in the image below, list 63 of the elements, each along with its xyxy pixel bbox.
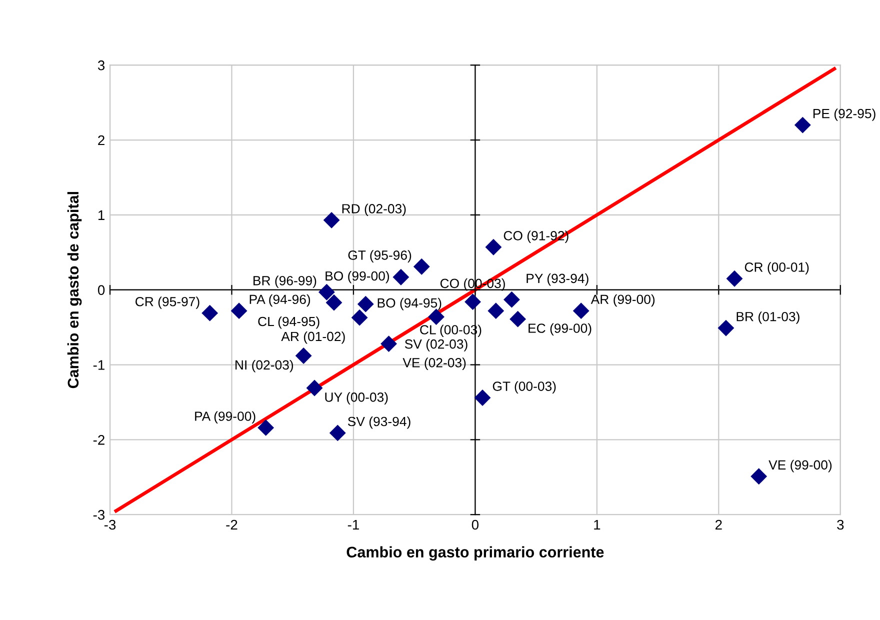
annotation: AR (01-02) — [281, 331, 345, 344]
point — [318, 284, 335, 300]
point — [351, 309, 368, 326]
annotation: UY (00-03) — [325, 392, 388, 404]
annotation: VE (99-00) — [768, 460, 832, 472]
point — [326, 294, 342, 311]
x-tick-label: -1 — [348, 520, 359, 530]
annotation: AR (99-00) — [590, 294, 655, 307]
annotation: BO (94-95) — [378, 298, 442, 310]
point — [230, 302, 248, 320]
annotation: BR (96-99) — [254, 276, 316, 288]
annotation: PE (92-95) — [813, 108, 876, 121]
point — [474, 390, 491, 406]
point — [329, 424, 346, 442]
point — [794, 116, 811, 134]
x-tick-label: 0 — [472, 520, 479, 530]
annotation: CL (94-95) — [258, 316, 320, 329]
x-tick-label: 2 — [716, 520, 722, 530]
annotation: SV (02-03) — [404, 339, 468, 352]
annotation: NI (02-03) — [236, 360, 294, 372]
annotation: PA (99-00) — [195, 411, 256, 424]
annotation: VE (02-03) — [402, 358, 466, 370]
point — [202, 304, 218, 322]
point — [306, 380, 323, 396]
point — [258, 419, 274, 436]
annotation: SV (93-94) — [348, 416, 410, 429]
point — [413, 258, 430, 275]
point — [718, 320, 734, 336]
x-axis-title: Cambio en gasto primario corriente — [346, 546, 604, 561]
point — [488, 302, 504, 320]
y-tick-label: 3 — [98, 60, 105, 70]
x-tick-label: -2 — [226, 520, 238, 530]
point — [572, 302, 590, 320]
point — [464, 294, 481, 310]
x-tick-label: 1 — [594, 520, 600, 530]
point — [485, 238, 502, 256]
annotation: CR (95-97) — [136, 296, 200, 309]
point — [510, 310, 526, 328]
x-tick-label: 3 — [837, 520, 844, 530]
point — [504, 291, 520, 308]
annotation: CR (00-01) — [744, 262, 809, 274]
annotation: PA (94-96) — [250, 294, 310, 307]
annotation: RD (02-03) — [342, 204, 406, 216]
point — [380, 336, 397, 352]
point — [323, 212, 340, 228]
annotation: GT (00-03) — [492, 381, 556, 394]
annotation: PY (93-94) — [526, 273, 588, 286]
y-tick-label: 2 — [98, 135, 104, 146]
annotation: EC (99-00) — [528, 323, 592, 336]
y-tick-label: -2 — [93, 435, 104, 445]
y-tick-label: 0 — [98, 285, 105, 296]
point — [392, 268, 410, 286]
point — [295, 348, 312, 364]
point — [750, 468, 768, 485]
point — [726, 270, 743, 287]
y-axis-title: Cambio en gasto de capital — [67, 192, 82, 388]
annotation: GT (95-96) — [348, 250, 412, 262]
annotation: BR (01-03) — [736, 312, 800, 324]
y-tick-label: -1 — [93, 360, 104, 370]
point — [357, 296, 374, 312]
annotation: BO (99-00) — [326, 270, 390, 284]
y-tick-label: 1 — [98, 210, 104, 220]
y-tick-label: -3 — [93, 510, 105, 520]
